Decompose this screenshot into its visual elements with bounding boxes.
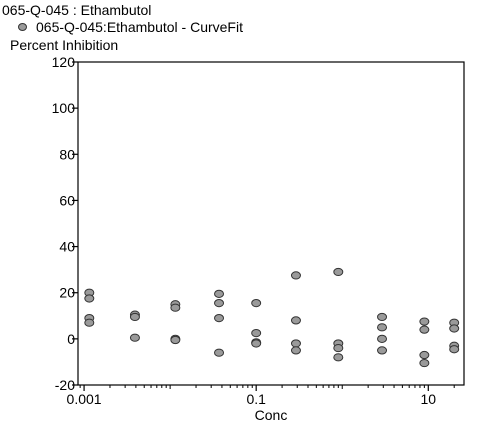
data-points bbox=[84, 267, 460, 368]
y-tick-label: 40 bbox=[59, 239, 75, 255]
x-tick-label: 0.1 bbox=[246, 391, 266, 407]
legend-label: 065-Q-045:Ethambutol - CurveFit bbox=[36, 19, 243, 35]
data-point bbox=[84, 294, 95, 303]
data-point bbox=[419, 317, 430, 326]
data-point bbox=[333, 267, 344, 277]
data-point bbox=[214, 348, 225, 357]
data-point bbox=[449, 345, 460, 354]
data-point bbox=[419, 358, 430, 368]
data-point bbox=[290, 271, 301, 280]
data-point bbox=[251, 328, 262, 338]
data-point bbox=[170, 303, 181, 312]
plot-frame bbox=[77, 61, 465, 386]
y-tick-label: -20 bbox=[55, 377, 75, 393]
data-point bbox=[214, 298, 225, 308]
data-point bbox=[251, 298, 262, 308]
x-axis-label: Conc bbox=[255, 407, 288, 421]
data-point bbox=[214, 313, 225, 323]
data-point bbox=[377, 323, 388, 332]
y-tick-label: 80 bbox=[59, 146, 75, 162]
data-point bbox=[449, 324, 460, 333]
data-point bbox=[419, 325, 430, 334]
data-point bbox=[129, 312, 140, 322]
y-tick-label: 0 bbox=[67, 331, 75, 347]
data-point bbox=[214, 289, 225, 298]
axes: -20 0 20 40 60 80 100 120 0.001 0.1 10 bbox=[52, 54, 465, 407]
data-point bbox=[377, 346, 388, 355]
y-tick-label: 120 bbox=[52, 54, 76, 70]
data-point bbox=[333, 343, 344, 353]
y-tick-label: 60 bbox=[59, 192, 75, 208]
data-point bbox=[419, 350, 430, 360]
data-point bbox=[290, 339, 301, 348]
data-point bbox=[333, 353, 344, 362]
legend-marker bbox=[18, 23, 27, 31]
y-tick-label: 20 bbox=[59, 285, 75, 301]
data-point bbox=[170, 335, 181, 345]
data-point bbox=[377, 334, 388, 343]
data-point bbox=[377, 312, 388, 322]
y-tick-label: 100 bbox=[52, 100, 76, 116]
data-point bbox=[84, 318, 95, 327]
chart-title: 065-Q-045 : Ethambutol bbox=[2, 2, 152, 18]
legend: 065-Q-045:Ethambutol - CurveFit bbox=[18, 19, 243, 35]
x-tick-label: 0.001 bbox=[67, 391, 102, 407]
data-point bbox=[290, 346, 301, 355]
data-point bbox=[251, 339, 262, 348]
data-point bbox=[129, 333, 140, 342]
x-tick-label: 10 bbox=[421, 391, 437, 407]
y-axis-label: Percent Inhibition bbox=[10, 37, 119, 53]
data-point bbox=[290, 316, 301, 325]
